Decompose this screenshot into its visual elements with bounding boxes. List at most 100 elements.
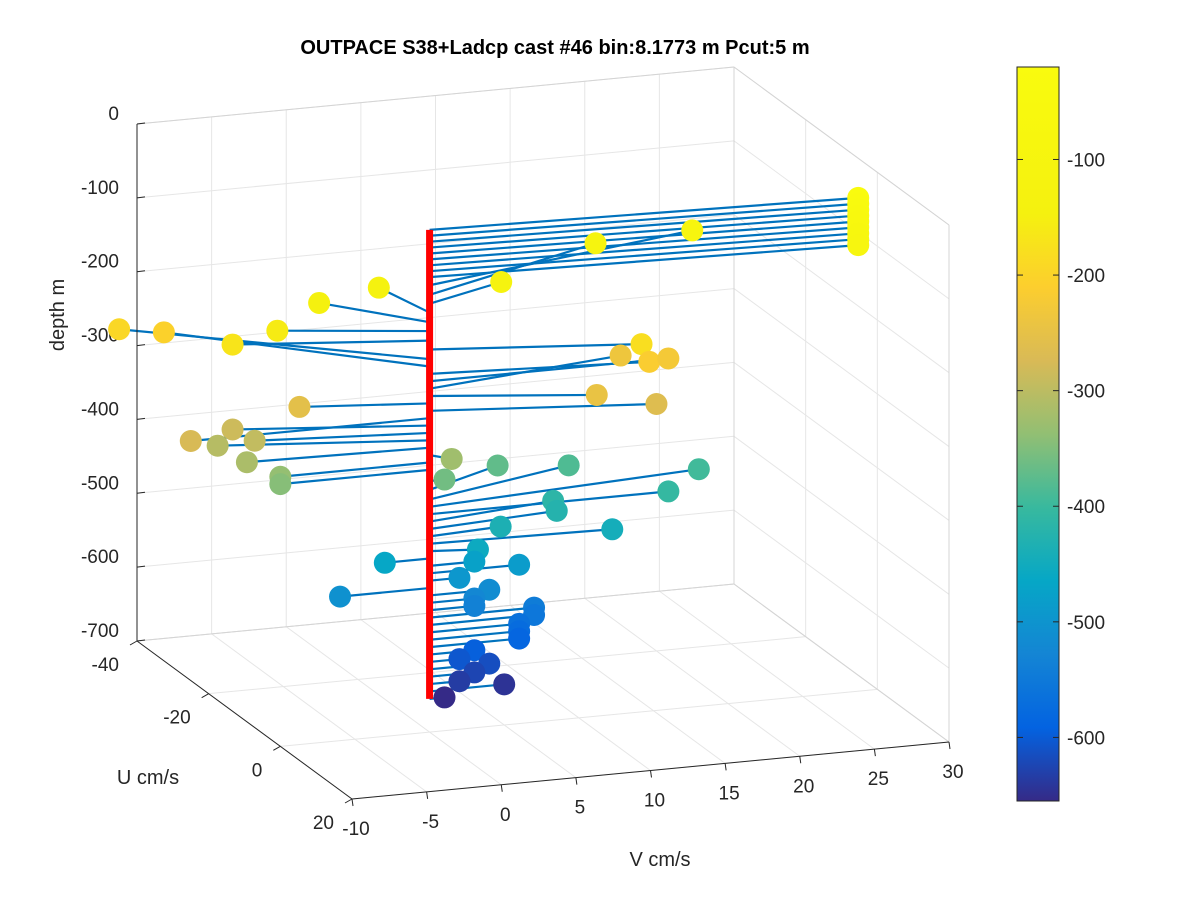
z-tick-mark: [136, 270, 146, 273]
velocity-point: [367, 276, 390, 299]
x-tick-mark: [799, 756, 802, 764]
velocity-point: [440, 447, 463, 470]
grid-line: [136, 435, 735, 494]
grid-line: [659, 590, 875, 750]
grid-line: [360, 619, 577, 779]
colorbar: -100 -200 -300 -400 -500 -600: [1016, 66, 1105, 802]
velocity-point: [329, 585, 352, 608]
colorbar-tick-label: -200: [1067, 266, 1105, 287]
velocity-point: [545, 499, 568, 522]
x-tick-label: 25: [868, 769, 889, 790]
z-tick-label: -100: [81, 178, 119, 199]
velocity-point: [630, 333, 653, 356]
velocity-point: [486, 454, 509, 477]
colorbar-tick-label: -600: [1067, 728, 1105, 749]
z-tick-mark: [136, 639, 146, 642]
axes-front-edges: [129, 122, 951, 807]
velocity-point: [448, 670, 471, 693]
y-axis-label: U cm/s: [117, 767, 179, 789]
velocity-stick: [429, 229, 693, 287]
velocity-stick: [429, 402, 657, 412]
grid-line: [733, 214, 950, 374]
velocity-stick: [429, 196, 859, 231]
velocity-stick: [429, 525, 501, 538]
box-edge: [733, 583, 950, 743]
velocity-point: [448, 566, 471, 589]
velocity-point: [687, 458, 710, 481]
grid-line: [733, 288, 950, 447]
velocity-point: [433, 468, 456, 491]
velocity-point: [508, 627, 531, 650]
velocity-stick: [254, 431, 430, 442]
grid-line: [435, 612, 651, 771]
velocity-point: [645, 393, 668, 416]
x-tick-mark: [873, 749, 876, 757]
y-tick-label: -20: [163, 708, 190, 729]
velocity-stick: [429, 242, 596, 296]
velocity-point: [657, 347, 680, 370]
colorbar-tick-label: -400: [1067, 497, 1105, 518]
grid-line: [280, 688, 878, 747]
grid-line: [136, 140, 735, 199]
grid-line: [136, 361, 735, 420]
velocity-point: [609, 344, 632, 367]
velocity-point: [235, 451, 258, 474]
velocity-point: [179, 429, 202, 452]
x-axis-label: V cm/s: [629, 849, 690, 871]
z-tick-label: -600: [81, 547, 119, 568]
x-tick-mark: [724, 763, 727, 771]
colorbar-tick-label: -500: [1067, 613, 1105, 634]
x-tick-mark: [575, 777, 578, 785]
z-tick-mark: [136, 196, 146, 199]
velocity-point: [266, 319, 289, 342]
z-axis-label: depth m: [47, 279, 69, 351]
velocity-point: [373, 551, 396, 574]
velocity-stick: [280, 461, 430, 478]
velocity-stick: [429, 622, 520, 634]
x-tick-label: -5: [422, 812, 439, 833]
x-tick-label: 0: [500, 805, 511, 826]
velocity-point: [463, 594, 486, 617]
velocity-point: [221, 333, 244, 356]
grid-line: [285, 626, 502, 786]
grid-line: [733, 140, 950, 300]
grid-line: [136, 509, 735, 568]
x-tick-label: 30: [942, 762, 963, 783]
y-tick-mark: [201, 693, 209, 699]
velocity-point: [108, 318, 131, 341]
velocity-point: [657, 480, 680, 503]
velocity-stick: [429, 354, 621, 390]
velocity-stick: [339, 586, 430, 598]
velocity-stick: [429, 202, 859, 237]
velocity-point: [601, 518, 624, 541]
velocity-point: [493, 673, 516, 696]
box-edge: [733, 66, 950, 226]
velocity-stick: [429, 468, 699, 508]
velocity-point: [489, 515, 512, 538]
y-tick-label: 20: [313, 813, 334, 834]
grid-line: [509, 604, 726, 764]
velocity-point: [269, 473, 292, 496]
grid-line: [733, 509, 950, 669]
grid-line: [136, 214, 735, 273]
velocity-point: [152, 321, 175, 344]
velocity-stick: [318, 301, 430, 324]
velocity-point: [557, 454, 580, 477]
y-tick-label: -40: [92, 655, 119, 676]
velocity-stick: [429, 220, 859, 255]
velocity-point: [308, 291, 331, 314]
y-axis-line: [136, 640, 353, 800]
velocity-stick: [429, 464, 569, 501]
velocity-stick: [429, 214, 859, 249]
velocity-stick: [429, 343, 642, 351]
velocity-point: [288, 395, 311, 418]
box-edge: [136, 66, 735, 125]
velocity-point: [206, 434, 229, 457]
y-tick-label: 0: [252, 760, 263, 781]
velocity-stick: [429, 232, 859, 267]
velocity-stick: [429, 357, 669, 383]
grid-line: [733, 435, 950, 595]
x-tick-mark: [351, 798, 354, 807]
x-tick-label: -10: [342, 819, 369, 840]
